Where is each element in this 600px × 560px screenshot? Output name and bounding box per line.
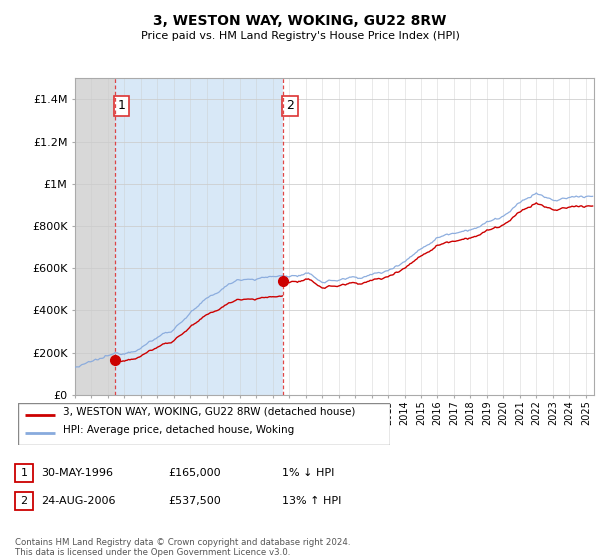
- Text: £537,500: £537,500: [168, 496, 221, 506]
- Text: 2: 2: [20, 496, 28, 506]
- Text: 3, WESTON WAY, WOKING, GU22 8RW: 3, WESTON WAY, WOKING, GU22 8RW: [154, 14, 446, 28]
- Bar: [59, 78, 115, 395]
- Text: HPI: Average price, detached house, Woking: HPI: Average price, detached house, Woki…: [62, 425, 294, 435]
- Text: £165,000: £165,000: [168, 468, 221, 478]
- Text: Price paid vs. HM Land Registry's House Price Index (HPI): Price paid vs. HM Land Registry's House …: [140, 31, 460, 41]
- Bar: [283, 78, 600, 395]
- Text: 2: 2: [286, 99, 294, 113]
- Text: 30-MAY-1996: 30-MAY-1996: [41, 468, 113, 478]
- Bar: [115, 78, 283, 395]
- Text: 13% ↑ HPI: 13% ↑ HPI: [282, 496, 341, 506]
- Bar: [283, 78, 600, 395]
- Text: 24-AUG-2006: 24-AUG-2006: [41, 496, 115, 506]
- Text: 1% ↓ HPI: 1% ↓ HPI: [282, 468, 334, 478]
- Bar: [75, 78, 115, 395]
- Text: 1: 1: [118, 99, 125, 113]
- Text: Contains HM Land Registry data © Crown copyright and database right 2024.
This d: Contains HM Land Registry data © Crown c…: [15, 538, 350, 557]
- Bar: [115, 78, 283, 395]
- Text: 1: 1: [20, 468, 28, 478]
- Text: 3, WESTON WAY, WOKING, GU22 8RW (detached house): 3, WESTON WAY, WOKING, GU22 8RW (detache…: [62, 407, 355, 417]
